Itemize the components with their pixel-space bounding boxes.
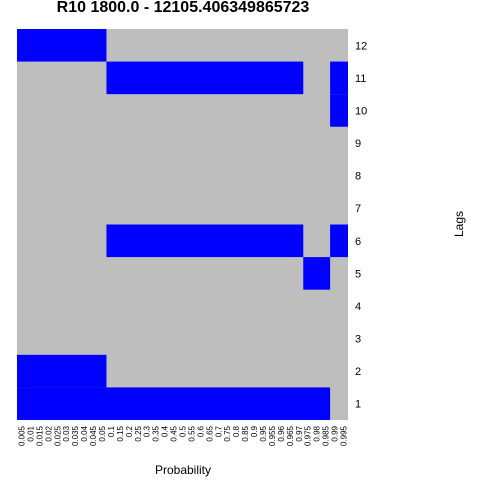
x-tick-label: 0.05 [98, 425, 107, 441]
y-tick-label: 9 [355, 138, 361, 150]
x-tick-label: 0.97 [295, 425, 304, 441]
y-tick-label: 8 [355, 171, 361, 183]
heatmap-cell-selected-lag-6 [106, 224, 304, 258]
heatmap-cell-selected-lag-11 [330, 61, 348, 95]
x-tick-label: 0.96 [277, 425, 286, 441]
x-tick-label: 0.9 [250, 425, 259, 437]
y-tick-label: 4 [355, 301, 361, 313]
x-tick-label: 0.45 [170, 425, 179, 441]
heatmap-cell-selected-lag-6 [330, 224, 348, 258]
x-tick-label: 0.98 [313, 425, 322, 441]
x-tick-label: 0.8 [232, 425, 241, 437]
x-tick-label: 0.025 [53, 425, 62, 446]
x-tick-label: 0.01 [26, 425, 35, 441]
x-tick-label: 0.005 [17, 425, 26, 446]
y-tick-label: 5 [355, 268, 361, 280]
x-tick-label: 0.4 [161, 425, 170, 437]
x-tick-label: 0.985 [322, 425, 331, 446]
x-tick-label: 0.65 [205, 425, 214, 441]
x-tick-label: 0.85 [241, 425, 250, 441]
heatmap-cell-selected-lag-12 [17, 29, 107, 62]
x-tick-label: 0.55 [187, 425, 196, 441]
y-tick-label: 1 [355, 399, 361, 411]
x-tick-label: 0.3 [143, 425, 152, 437]
x-tick-label: 0.045 [89, 425, 98, 446]
x-tick-label: 0.965 [286, 425, 295, 446]
x-tick-label: 0.03 [62, 425, 71, 441]
heatmap-cell-selected-lag-2 [17, 354, 107, 388]
x-tick-label: 0.15 [116, 425, 125, 441]
y-tick-label: 6 [355, 236, 361, 248]
heatmap-cell-selected-lag-1 [17, 387, 331, 420]
x-tick-label: 0.015 [35, 425, 44, 446]
x-tick-label: 0.7 [214, 425, 223, 437]
x-tick-label: 0.995 [340, 425, 349, 446]
x-tick-label: 0.25 [134, 425, 143, 441]
heatmap-cells [17, 29, 348, 420]
x-tick-labels: 0.005 0.01 0.015 0.02 0.025 0.03 0.035 0.04 0.04… [17, 425, 348, 446]
x-tick-label: 0.35 [152, 425, 161, 441]
heatmap-cell-selected-lag-11 [106, 61, 304, 95]
x-axis-title: Probability [155, 463, 211, 477]
x-tick-label: 0.1 [107, 425, 116, 437]
x-tick-label: 0.955 [268, 425, 277, 446]
x-tick-label: 0.035 [71, 425, 80, 446]
x-tick-label: 0.75 [223, 425, 232, 441]
x-tick-label: 0.6 [196, 425, 205, 437]
x-tick-label: 0.975 [304, 425, 313, 446]
x-tick-label: 0.95 [259, 425, 268, 441]
heatmap-cell-selected-lag-10 [330, 94, 348, 127]
y-tick-label: 12 [355, 40, 367, 52]
heatmap-cell-selected-lag-5 [303, 257, 331, 290]
x-tick-label: 0.2 [125, 425, 134, 437]
x-tick-label: 0.5 [179, 425, 188, 437]
y-tick-label: 10 [355, 105, 367, 117]
y-tick-label: 2 [355, 366, 361, 378]
y-axis-title: Lags [452, 211, 466, 237]
x-tick-label: 0.99 [331, 425, 340, 441]
y-tick-label: 11 [355, 73, 366, 85]
chart-title: R10 1800.0 - 12105.406349865723 [57, 0, 310, 16]
x-tick-label: 0.02 [44, 425, 53, 441]
x-tick-label: 0.04 [80, 425, 89, 441]
y-tick-label: 7 [355, 203, 361, 215]
y-tick-label: 3 [355, 334, 361, 346]
